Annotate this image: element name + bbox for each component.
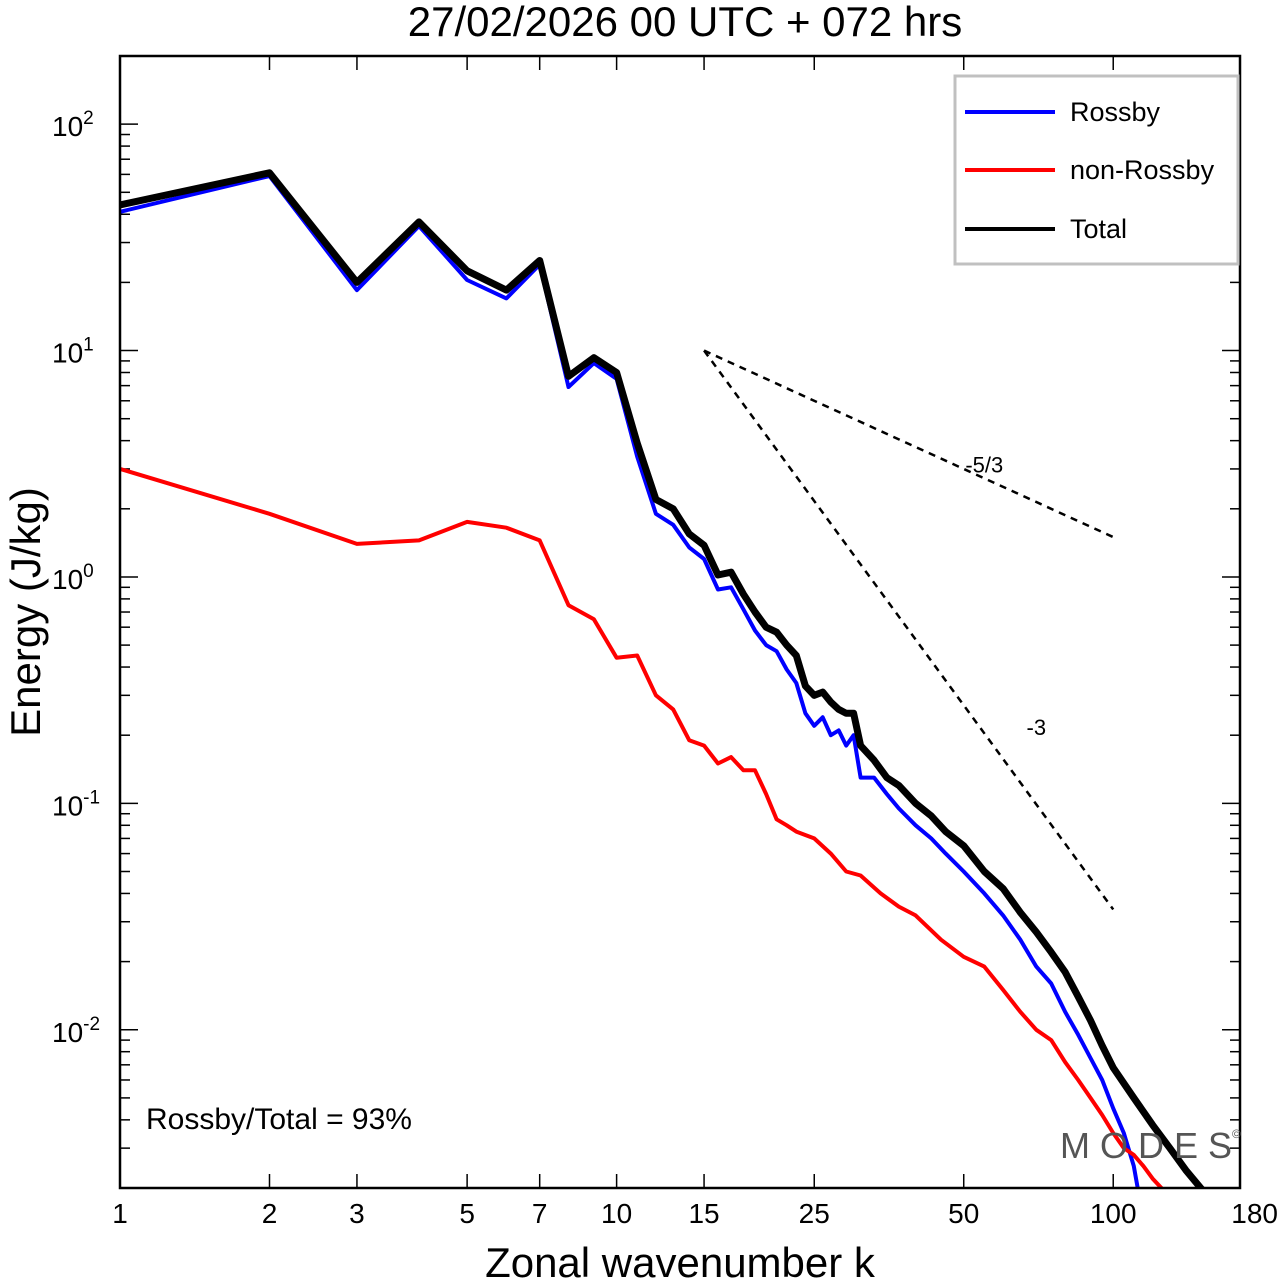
y-tick-label: 10-1 (52, 787, 100, 821)
x-tick-label: 3 (349, 1198, 365, 1229)
y-tick-label: 100 (52, 561, 94, 595)
reference-slopes (703, 349, 1115, 911)
reference-slope-labels: -5/3 -3 (965, 452, 1046, 740)
reference-slope-line-1 (703, 349, 1114, 539)
reference-slope-label-2: -3 (1027, 715, 1047, 740)
y-axis-label: Energy (J/kg) (2, 487, 49, 737)
x-tick-label: 50 (948, 1198, 979, 1229)
x-tick-label: 10 (601, 1198, 632, 1229)
legend-label-non-rossby: non-Rossby (1070, 155, 1215, 185)
x-tick-label: 5 (459, 1198, 475, 1229)
modes-watermark: MODES (1060, 1125, 1242, 1166)
y-tick-labels: 102 101 100 10-1 10-2 (52, 108, 100, 1048)
y-tick-label: 101 (52, 335, 94, 369)
legend-label-rossby: Rossby (1070, 97, 1161, 127)
x-tick-label: 25 (799, 1198, 830, 1229)
rossby-ratio-annotation: Rossby/Total = 93% (146, 1103, 412, 1136)
x-tick-label: 15 (688, 1198, 719, 1229)
chart-title: 27/02/2026 00 UTC + 072 hrs (408, 0, 963, 45)
x-tick-label: 2 (262, 1198, 278, 1229)
y-tick-label: 102 (52, 108, 94, 142)
series-line-non-rossby (120, 466, 1164, 1188)
series-line-rossby (120, 174, 1140, 1188)
plot-frame (118, 54, 1242, 1190)
legend-label-total: Total (1070, 214, 1127, 244)
copyright-mark: © (1232, 1127, 1241, 1141)
x-tick-labels: 1 2 3 5 7 10 15 25 50 100 180 (112, 1198, 1278, 1229)
x-tick-label: 7 (532, 1198, 548, 1229)
x-tick-label: 1 (112, 1198, 128, 1229)
plot-area (120, 169, 1206, 1188)
reference-slope-label-1: -5/3 (965, 452, 1003, 477)
x-tick-label: 180 (1231, 1198, 1278, 1229)
reference-slope-line-2 (703, 349, 1115, 911)
x-axis-label: Zonal wavenumber k (485, 1239, 876, 1281)
x-tick-label: 100 (1090, 1198, 1137, 1229)
legend: Rossby non-Rossby Total (953, 74, 1240, 266)
series-line-total (120, 169, 1206, 1188)
legend-box (953, 74, 1240, 266)
series-lines (120, 169, 1206, 1188)
y-tick-label: 10-2 (52, 1014, 100, 1048)
